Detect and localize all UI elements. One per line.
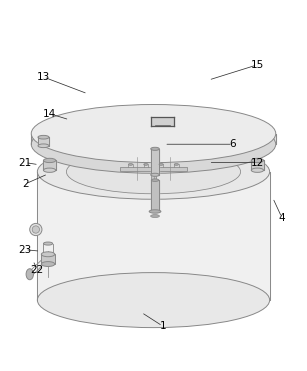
Ellipse shape [174, 164, 179, 165]
Ellipse shape [38, 135, 49, 139]
Ellipse shape [44, 158, 56, 162]
Polygon shape [37, 172, 270, 300]
Ellipse shape [251, 158, 263, 162]
Ellipse shape [41, 262, 55, 266]
Polygon shape [151, 180, 159, 211]
Text: 2: 2 [22, 179, 29, 189]
Ellipse shape [26, 269, 33, 280]
Ellipse shape [151, 214, 159, 217]
Ellipse shape [151, 173, 159, 176]
Text: 12: 12 [251, 158, 264, 168]
Ellipse shape [151, 179, 159, 181]
Ellipse shape [149, 210, 161, 213]
Ellipse shape [41, 252, 55, 257]
Bar [120, 167, 187, 171]
Text: 22: 22 [31, 265, 44, 275]
Text: 15: 15 [251, 60, 264, 70]
Text: 21: 21 [18, 158, 32, 168]
Bar [41, 254, 55, 264]
Text: 1: 1 [159, 321, 166, 331]
Bar [151, 157, 156, 180]
Text: 14: 14 [43, 109, 56, 119]
Polygon shape [44, 160, 56, 170]
Ellipse shape [251, 168, 263, 173]
Ellipse shape [37, 273, 270, 328]
Text: 13: 13 [37, 72, 50, 82]
Ellipse shape [30, 223, 42, 236]
Text: 23: 23 [18, 245, 32, 255]
Ellipse shape [44, 168, 56, 173]
Polygon shape [151, 149, 159, 175]
Ellipse shape [66, 150, 241, 194]
Ellipse shape [159, 164, 163, 165]
Polygon shape [31, 134, 276, 144]
Ellipse shape [31, 105, 276, 162]
Ellipse shape [38, 144, 49, 148]
Text: 4: 4 [278, 213, 285, 223]
Ellipse shape [128, 164, 133, 165]
Bar [151, 116, 174, 126]
Ellipse shape [44, 242, 52, 245]
Ellipse shape [151, 147, 159, 150]
Ellipse shape [144, 164, 148, 165]
Polygon shape [251, 160, 263, 170]
Ellipse shape [31, 115, 276, 173]
Ellipse shape [37, 144, 270, 199]
Text: 6: 6 [230, 139, 236, 149]
Polygon shape [38, 137, 49, 146]
Ellipse shape [32, 226, 40, 233]
